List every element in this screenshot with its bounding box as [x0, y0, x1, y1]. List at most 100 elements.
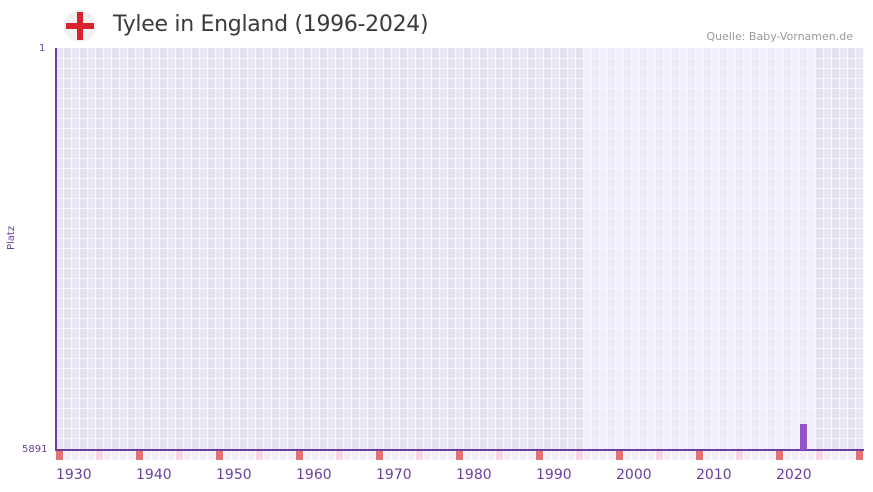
grid-row-line [56, 388, 864, 389]
year-marker [648, 451, 655, 460]
year-marker [760, 451, 767, 460]
grid-row-line [56, 148, 864, 149]
year-marker [328, 451, 335, 460]
grid-column [544, 48, 552, 450]
grid-row-line [56, 118, 864, 119]
grid-column [168, 48, 176, 450]
grid-column [480, 48, 488, 450]
year-marker [584, 451, 591, 460]
grid-column [200, 48, 208, 450]
year-marker [240, 451, 247, 460]
grid-column [120, 48, 128, 450]
grid-row-line [56, 138, 864, 139]
year-marker [216, 451, 223, 460]
grid-column [240, 48, 248, 450]
grid-column [712, 48, 720, 450]
year-marker [600, 451, 607, 460]
year-marker [368, 451, 375, 460]
year-marker [680, 451, 687, 460]
rank-bar[interactable] [800, 423, 807, 450]
year-marker [744, 451, 751, 460]
year-marker [208, 451, 215, 460]
year-marker [472, 451, 479, 460]
grid-column [728, 48, 736, 450]
grid-row-line [56, 438, 864, 439]
grid-row-line [56, 418, 864, 419]
grid-column [680, 48, 688, 450]
year-marker [304, 451, 311, 460]
x-tick-label: 1940 [136, 467, 172, 483]
grid-row-line [56, 258, 864, 259]
year-marker [312, 451, 319, 460]
year-marker [184, 451, 191, 460]
grid-row-line [56, 88, 864, 89]
year-marker [408, 451, 415, 460]
year-marker [800, 451, 807, 460]
grid-row-line [56, 428, 864, 429]
grid-column [672, 48, 680, 450]
grid-column [408, 48, 416, 450]
year-marker [248, 451, 255, 460]
grid-column [288, 48, 296, 450]
year-marker [192, 451, 199, 460]
year-marker [384, 451, 391, 460]
year-marker [640, 451, 647, 460]
grid-row-line [56, 378, 864, 379]
year-marker [608, 451, 615, 460]
grid-column [176, 48, 184, 450]
grid-column [312, 48, 320, 450]
grid-row-line [56, 358, 864, 359]
grid-row-line [56, 248, 864, 249]
year-marker [696, 451, 703, 460]
grid-column [248, 48, 256, 450]
grid-column [464, 48, 472, 450]
grid-column [720, 48, 728, 450]
grid-column [448, 48, 456, 450]
grid-column [656, 48, 664, 450]
x-tick-label: 1930 [56, 467, 92, 483]
grid-column [416, 48, 424, 450]
year-marker [496, 451, 503, 460]
year-marker [128, 451, 135, 460]
year-marker [360, 451, 367, 460]
y-axis-line [55, 48, 57, 451]
x-tick-label: 1960 [296, 467, 332, 483]
year-marker [576, 451, 583, 460]
grid-column [608, 48, 616, 450]
grid-column [56, 48, 64, 450]
x-tick-label: 1990 [536, 467, 572, 483]
year-marker [80, 451, 87, 460]
year-marker [280, 451, 287, 460]
grid-row-line [56, 368, 864, 369]
grid-column [832, 48, 840, 450]
grid-column [648, 48, 656, 450]
grid-column [472, 48, 480, 450]
x-tick-label: 2020 [776, 467, 812, 483]
grid-column [552, 48, 560, 450]
year-marker [200, 451, 207, 460]
year-marker [416, 451, 423, 460]
grid-column [704, 48, 712, 450]
grid-column [424, 48, 432, 450]
x-tick-label: 2000 [616, 467, 652, 483]
grid-row-line [56, 398, 864, 399]
year-marker [456, 451, 463, 460]
grid-column [216, 48, 224, 450]
year-marker [224, 451, 231, 460]
year-marker [528, 451, 535, 460]
year-marker [824, 451, 831, 460]
grid-column [344, 48, 352, 450]
grid-column [224, 48, 232, 450]
grid-row-line [56, 188, 864, 189]
grid-row-line [56, 318, 864, 319]
grid-column [520, 48, 528, 450]
year-marker [560, 451, 567, 460]
year-marker [728, 451, 735, 460]
grid-column [104, 48, 112, 450]
year-marker [856, 451, 863, 460]
year-marker [176, 451, 183, 460]
year-marker [664, 451, 671, 460]
grid-column [256, 48, 264, 450]
grid-column [568, 48, 576, 450]
grid-column [752, 48, 760, 450]
